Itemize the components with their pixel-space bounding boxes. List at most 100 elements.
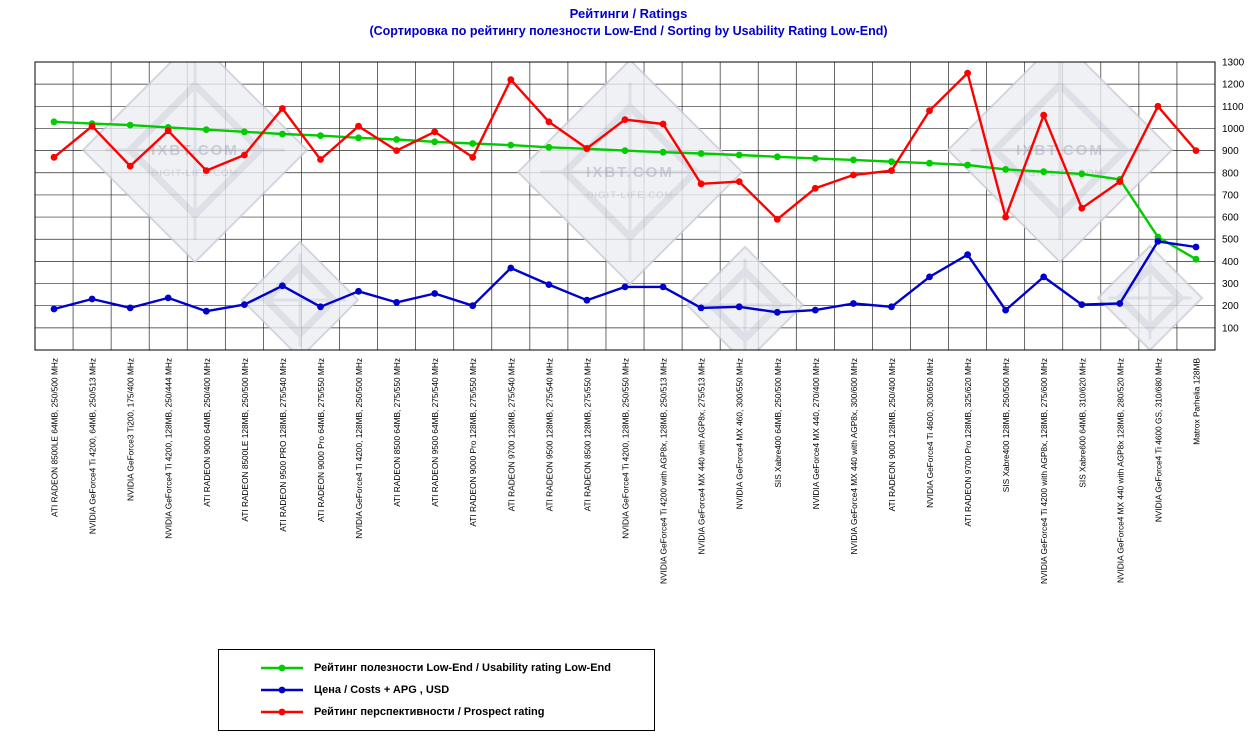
data-point	[659, 148, 667, 156]
x-axis-label: NVIDIA GeForce4 Ti 4600, 300/650 MHz	[925, 358, 935, 508]
data-point	[279, 105, 286, 112]
data-point	[1002, 306, 1009, 314]
data-point	[50, 305, 58, 313]
series-2	[50, 69, 1200, 223]
data-point	[164, 127, 172, 135]
y-axis-label: 1100	[1222, 102, 1244, 113]
x-axis-label: ATI RADEON 9700 128MB, 275/540 MHz	[506, 358, 516, 511]
data-point	[850, 156, 857, 164]
chart-subtitle: (Сортировка по рейтингу полезности Low-E…	[369, 24, 888, 38]
x-axis-label: NVIDIA GeForce4 MX 440, 270/400 MHz	[811, 358, 821, 509]
data-point	[659, 120, 667, 128]
data-point	[773, 153, 781, 161]
legend-line-sample-blue	[261, 686, 303, 694]
series-1	[50, 238, 1200, 316]
x-axis-label: NVIDIA GeForce4 Ti 4200, 128MB, 250/444 …	[164, 358, 174, 539]
x-axis-label: ATI RADEON 8500LE 128MB, 250/500 MHz	[240, 358, 250, 522]
data-point	[1040, 168, 1048, 176]
chart-title: Рейтинги / Ratings	[569, 6, 688, 21]
data-point	[241, 151, 248, 159]
y-axis-label: 300	[1222, 279, 1239, 290]
data-point	[50, 153, 58, 161]
x-axis-label: Matrox Parhelia 128MB	[1191, 358, 1201, 445]
data-point	[888, 158, 895, 166]
data-point	[697, 150, 705, 157]
data-point	[202, 167, 210, 175]
data-point	[241, 128, 248, 136]
chart-legend: Рейтинг полезности Low-End / Usability r…	[218, 649, 655, 731]
x-axis-label: ATI RADEON 8500LE 64MB, 250/500 MHz	[50, 358, 60, 517]
x-axis-label: ATI RADEON 9500 PRO 128MB, 275/540 MHz	[278, 358, 288, 532]
y-axis-label: 800	[1222, 168, 1239, 179]
legend-item-usability: Рейтинг полезности Low-End / Usability r…	[259, 662, 654, 674]
y-axis-label: 500	[1222, 235, 1239, 246]
y-axis-label: 700	[1222, 190, 1239, 201]
data-point	[507, 264, 515, 272]
data-point	[88, 122, 96, 130]
data-point	[583, 145, 591, 152]
legend-label-costs: Цена / Costs + APG , USD	[314, 684, 450, 696]
data-point	[1192, 147, 1200, 155]
data-point	[126, 121, 134, 129]
x-axis-label: ATI RADEON 9000 64MB, 250/400 MHz	[202, 358, 212, 507]
data-point	[279, 282, 286, 290]
y-axis-label: 1000	[1222, 124, 1245, 135]
data-point	[697, 304, 705, 312]
data-point	[1154, 238, 1162, 245]
x-axis-label: NVIDIA GeForce4 MX 460, 300/550 MHz	[735, 358, 745, 509]
data-point	[469, 302, 477, 310]
x-axis-label: NVIDIA GeForce4 Ti 4600 GS, 310/680 MHz	[1153, 358, 1163, 522]
x-axis-label: ATI RADEON 9500 64MB, 275/540 MHz	[430, 358, 440, 507]
data-point	[355, 134, 362, 142]
data-point	[126, 162, 134, 170]
y-axis-label: 200	[1222, 301, 1239, 312]
y-axis-label: 400	[1222, 257, 1239, 268]
data-point	[773, 308, 781, 316]
data-point	[850, 171, 857, 179]
data-point	[811, 306, 819, 314]
data-point	[850, 300, 857, 307]
y-axis-label: 600	[1222, 213, 1239, 224]
watermark-text-digitlife: DIGIT-LIFE.COM	[152, 168, 239, 179]
data-point	[1040, 111, 1048, 119]
x-axis-label: NVIDIA GeForce4 MX 440 with AGP8x, 300/6…	[849, 358, 859, 554]
x-axis-label: NVIDIA GeForce4 Ti 4200 with AGP8x, 128M…	[1039, 358, 1049, 584]
data-point	[1116, 178, 1124, 186]
data-point	[811, 155, 819, 162]
data-point	[1002, 166, 1009, 173]
data-point	[1078, 170, 1086, 178]
data-point	[773, 215, 781, 223]
data-point	[355, 122, 362, 130]
legend-item-costs: Цена / Costs + APG , USD	[259, 684, 654, 696]
watermark-text-ixbt: IXBT.COM	[586, 164, 674, 181]
data-point	[926, 273, 933, 281]
data-point	[964, 69, 971, 77]
data-point	[583, 296, 591, 304]
data-point	[1002, 213, 1009, 221]
data-point	[545, 281, 553, 288]
data-point	[697, 180, 705, 188]
data-point	[50, 118, 58, 126]
y-axis-label: 1300	[1222, 58, 1245, 69]
plot-border	[34, 61, 1216, 351]
x-axis-label: SIS Xabre400 128MB, 250/500 MHz	[1001, 358, 1011, 492]
data-point	[393, 299, 400, 306]
data-point	[621, 116, 629, 123]
data-point	[164, 294, 172, 302]
data-point	[545, 118, 553, 126]
data-point	[279, 130, 286, 138]
data-point	[241, 301, 248, 308]
y-axis-label: 900	[1222, 146, 1239, 157]
data-point	[507, 141, 515, 149]
y-axis-label: 100	[1222, 323, 1239, 334]
data-point	[431, 290, 439, 297]
data-point	[317, 156, 324, 163]
data-point	[202, 126, 210, 133]
x-axis-label: ATI RADEON 9500 128MB, 275/540 MHz	[544, 358, 554, 511]
ratings-line-chart: IXBT.COM DIGIT-LIFE.COM IXBT.COM DIGIT-LIFE…	[34, 58, 1245, 584]
data-point	[393, 147, 400, 155]
x-axis-label: NVIDIA GeForce4 MX 440 with AGP8x 128MB,…	[1115, 358, 1125, 583]
x-axis-label: SIS Xabre600 64MB, 310/620 MHz	[1077, 358, 1087, 488]
x-axis-label: ATI RADEON 9700 Pro 128MB, 325/620 MHz	[963, 358, 973, 527]
